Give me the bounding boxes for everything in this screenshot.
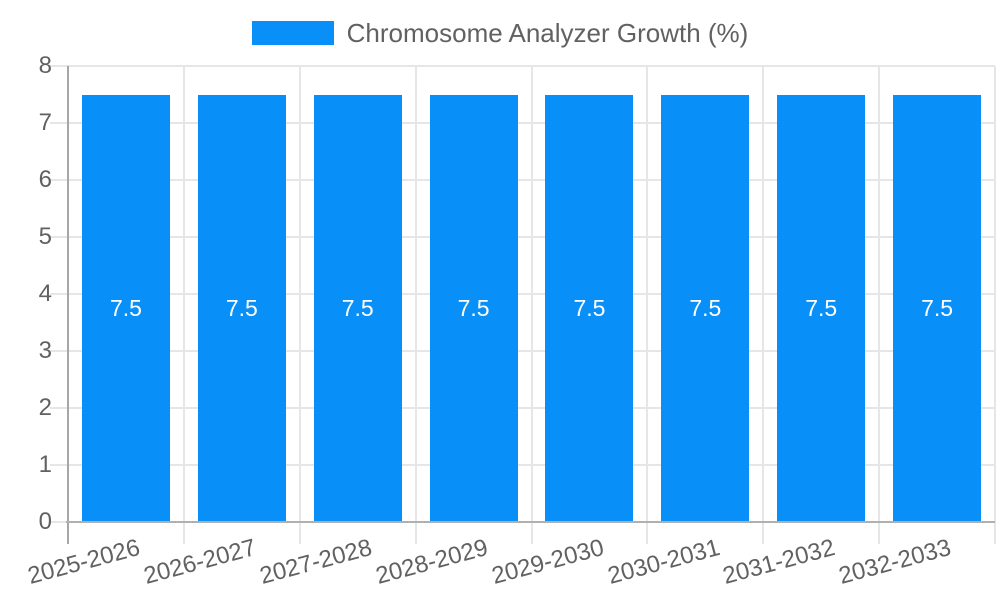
gridline-v <box>414 66 417 544</box>
gridline-h <box>50 464 995 466</box>
plot-area: 7.5 7.5 7.5 7.5 7.5 7.5 7.5 7.5 <box>50 65 996 544</box>
bar[interactable]: 7.5 <box>893 94 982 522</box>
bar[interactable]: 7.5 <box>661 94 750 522</box>
legend-label: Chromosome Analyzer Growth (%) <box>346 17 749 48</box>
bar-value-label: 7.5 <box>457 294 490 321</box>
gridline-h <box>50 179 995 181</box>
gridline-h <box>50 122 995 124</box>
gridline-h <box>50 65 995 67</box>
bar[interactable]: 7.5 <box>313 94 402 522</box>
gridline-h <box>50 350 995 352</box>
gridline-h <box>50 236 995 238</box>
gridline-v <box>762 66 765 544</box>
y-axis-tick-label: 7 <box>38 109 52 136</box>
gridline-v <box>878 66 881 544</box>
bar-value-label: 7.5 <box>341 294 374 321</box>
legend: Chromosome Analyzer Growth (%) <box>0 14 1000 52</box>
y-axis-line <box>67 66 69 544</box>
x-axis-tick-label: 2032-2033 <box>836 534 955 590</box>
y-axis-tick-label: 4 <box>38 280 52 307</box>
x-axis-tick-label: 2026-2027 <box>140 534 259 590</box>
y-axis-tick-label: 1 <box>38 451 52 478</box>
y-axis-tick-label: 3 <box>38 337 52 364</box>
bar-value-label: 7.5 <box>805 294 838 321</box>
gridline-v <box>530 66 533 544</box>
gridline-v <box>298 66 301 544</box>
bar[interactable]: 7.5 <box>81 94 170 522</box>
gridline-v <box>646 66 649 544</box>
gridline-h <box>50 293 995 295</box>
y-axis-tick-label: 2 <box>38 394 52 421</box>
bar-value-label: 7.5 <box>573 294 606 321</box>
gridline-h <box>50 407 995 409</box>
x-axis-tick-label: 2028-2029 <box>372 534 491 590</box>
bar-value-label: 7.5 <box>225 294 258 321</box>
y-axis-tick-label: 8 <box>38 52 52 79</box>
bar[interactable]: 7.5 <box>545 94 634 522</box>
legend-swatch <box>251 21 334 45</box>
y-axis-tick-label: 5 <box>38 223 52 250</box>
x-axis-tick-label: 2031-2032 <box>720 534 839 590</box>
y-axis-tick-label: 6 <box>38 166 52 193</box>
x-axis-baseline <box>66 521 995 523</box>
bar-value-label: 7.5 <box>109 294 142 321</box>
gridline-v <box>182 66 185 544</box>
x-axis-tick-label: 2025-2026 <box>25 534 143 590</box>
bar[interactable]: 7.5 <box>197 94 286 522</box>
bar-value-label: 7.5 <box>921 294 954 321</box>
gridline-v <box>994 66 996 544</box>
bar[interactable]: 7.5 <box>777 94 866 522</box>
x-axis-tick-label: 2030-2031 <box>604 534 723 590</box>
bar[interactable]: 7.5 <box>429 94 518 522</box>
bar-value-label: 7.5 <box>689 294 722 321</box>
x-axis-tick-label: 2027-2028 <box>256 534 375 590</box>
y-axis-tick-label: 0 <box>38 508 52 535</box>
x-axis-tick-label: 2029-2030 <box>488 534 607 590</box>
